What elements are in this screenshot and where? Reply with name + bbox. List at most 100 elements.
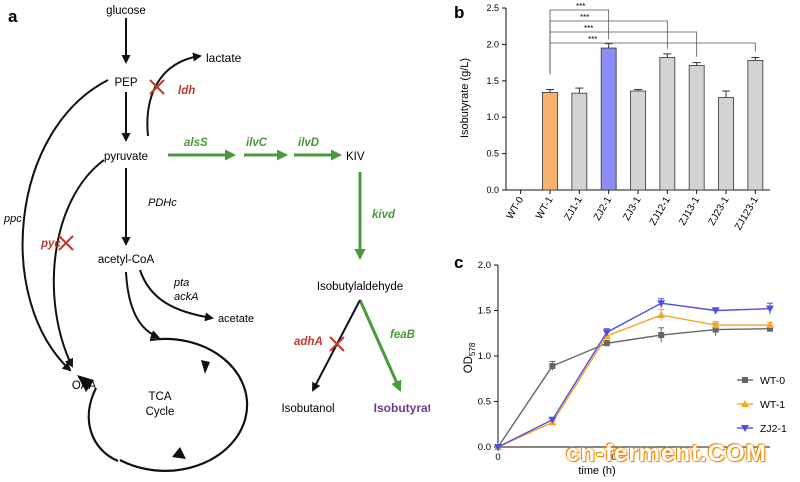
node-acetyl-coa: acetyl-CoA: [98, 254, 155, 266]
node-cycle: Cycle: [146, 406, 175, 418]
pyruvate-to-lactate-arrow: [146, 52, 202, 137]
bar-zj13-1: [688, 65, 705, 191]
bar-y-tick-label: 1.5: [486, 76, 499, 86]
acetylcoa-to-tca-arrow: [125, 271, 160, 339]
node-glucose: glucose: [106, 5, 146, 17]
node-acetate: acetate: [218, 313, 254, 325]
bar-x-tick-label: ZJ2-1: [592, 195, 615, 223]
line-y-tick-label: 0.0: [478, 442, 491, 453]
bar-chart-panel: b Isobutyrate (g/L) 0.0 0.5 1.0 1.5 2.0 2.5 WT…: [440, 0, 800, 250]
data-point-zj2-1: [602, 329, 611, 337]
enzyme-ldh: ldh: [178, 85, 195, 97]
bar-x-tick-label: ZJ13-1: [677, 195, 702, 228]
bar-wt-1: [542, 92, 558, 191]
enzyme-ppc: ppc: [3, 213, 22, 225]
node-isobutyrate: Isobutyrate: [374, 401, 430, 415]
bar-zj3-1: [630, 90, 646, 191]
pathway-diagram: a: [3, 5, 439, 472]
line-y-tick-label: 0.5: [478, 397, 491, 408]
enzyme-pdhc: PDHc: [148, 197, 177, 209]
data-point-wt-1: [711, 321, 720, 329]
bar-zj1-1: [571, 92, 588, 191]
bar-x-tick-label: ZJ3-1: [621, 195, 644, 223]
legend-marker-wt-1: [741, 400, 749, 407]
data-point-zj2-1: [711, 307, 720, 315]
line-x-tick-label: 20: [606, 452, 617, 463]
data-point-wt-0: [658, 332, 665, 339]
adha-knockout-mark: [329, 336, 345, 352]
bar-zj123-1: [747, 60, 764, 191]
enzyme-adha: adhA: [294, 336, 323, 348]
data-point-zj2-1: [766, 305, 774, 313]
data-point-wt-1: [657, 311, 666, 319]
legend-marker-wt-0: [742, 377, 748, 383]
feab-arrow: [358, 299, 402, 392]
node-pyruvate: pyruvate: [104, 151, 148, 163]
bar-zj12-1: [659, 57, 676, 191]
node-isobutanol: Isobutanol: [281, 403, 334, 415]
bar-zj2-1: [600, 47, 617, 191]
bar-x-tick-label: ZJ23-1: [707, 195, 732, 228]
od-growth-line-chart: c OD578 time (h) 0.0 0.5 1.0 1.5 2.0 0 20 WT-0 W…: [454, 253, 787, 477]
panel-c-label: c: [454, 253, 463, 272]
bar-y-tick-label: 0.5: [486, 149, 499, 159]
data-point-zj2-1: [548, 416, 557, 424]
ldh-knockout-mark: [149, 79, 165, 95]
line-x-tick-label: 0: [495, 452, 500, 463]
significance-bracket: [549, 42, 756, 75]
bar-x-tick-label: ZJ1-1: [563, 195, 586, 223]
line-x-axis-label: time (h): [578, 465, 615, 477]
legend-marker-zj2-1: [741, 425, 749, 432]
line-y-tick-label: 1.5: [478, 306, 491, 317]
bar-x-tick-label: WT-1: [534, 195, 556, 222]
line-chart-panel: c OD578 time (h) 0.0 0.5 1.0 1.5 2.0 0 20 WT-0 W…: [440, 250, 800, 477]
significance-label: ***: [584, 24, 593, 33]
tca-cycle: [77, 337, 249, 472]
panel-b-label: b: [454, 3, 464, 22]
bar-y-tick-label: 0.0: [486, 185, 499, 195]
bar-y-tick-label: 2.0: [486, 39, 499, 49]
data-point-wt-0: [767, 325, 773, 332]
panel-a-label: a: [8, 7, 18, 26]
bar-x-tick-label: ZJ12-1: [648, 195, 673, 228]
pyruvate-to-oaa-arrow: [52, 159, 105, 368]
data-point-zj2-1: [657, 300, 666, 308]
pathway-diagram-panel: a: [3, 5, 439, 472]
acetylcoa-to-acetate-arrow: [139, 269, 214, 322]
node-isobutylaldehyde: Isobutylaldehyde: [317, 281, 403, 293]
significance-label: ***: [576, 2, 585, 11]
significance-label: ***: [580, 13, 589, 22]
series-line-wt-0: [497, 328, 771, 448]
line-y-axis-label: OD578: [463, 342, 477, 373]
isobutyrate-bar-chart: b Isobutyrate (g/L) 0.0 0.5 1.0 1.5 2.0 2.5 WT…: [454, 2, 770, 232]
bar-zj23-1: [718, 97, 734, 191]
bar-x-tick-label: ZJ123-1: [733, 195, 761, 233]
bar-y-tick-label: 2.5: [486, 3, 499, 13]
watermark: cn-ferment.COM: [566, 440, 767, 467]
line-y-tick-label: 2.0: [478, 260, 491, 271]
data-point-wt-0: [603, 340, 610, 347]
data-point-zj2-1: [494, 444, 502, 451]
bar-chart-content: 0.0 0.5 1.0 1.5 2.0 2.5 WT-0 WT-1 ZJ1-1 ZJ2-1 ZJ3-…: [486, 2, 770, 232]
data-point-wt-0: [712, 326, 719, 333]
bar-x-tick-label: WT-0: [505, 195, 527, 222]
enzyme-alss: alsS: [184, 137, 208, 149]
data-point-wt-0: [549, 363, 556, 370]
enzyme-ilvc: ilvC: [246, 137, 268, 149]
legend-label: WT-1: [760, 399, 785, 411]
node-kiv: KIV: [346, 151, 365, 163]
line-y-tick-label: 1.0: [478, 351, 491, 362]
legend-label: ZJ2-1: [760, 423, 787, 435]
node-tca: TCA: [149, 391, 172, 403]
pyc-knockout-mark: [58, 235, 74, 251]
series-line-wt-1: [497, 314, 770, 448]
enzyme-pyc: pyc: [40, 238, 61, 250]
node-lactate: lactate: [206, 51, 242, 65]
node-oaa: OAA: [72, 380, 97, 392]
series-line-zj2-1: [497, 302, 771, 448]
pep-to-oaa-arrow: [21, 79, 109, 372]
enzyme-acka: ackA: [174, 291, 198, 303]
bar-y-axis-label: Isobutyrate (g/L): [459, 58, 471, 138]
line-y-axis-label-main: OD: [463, 356, 475, 373]
line-y-axis-label-sub: 578: [468, 342, 477, 356]
